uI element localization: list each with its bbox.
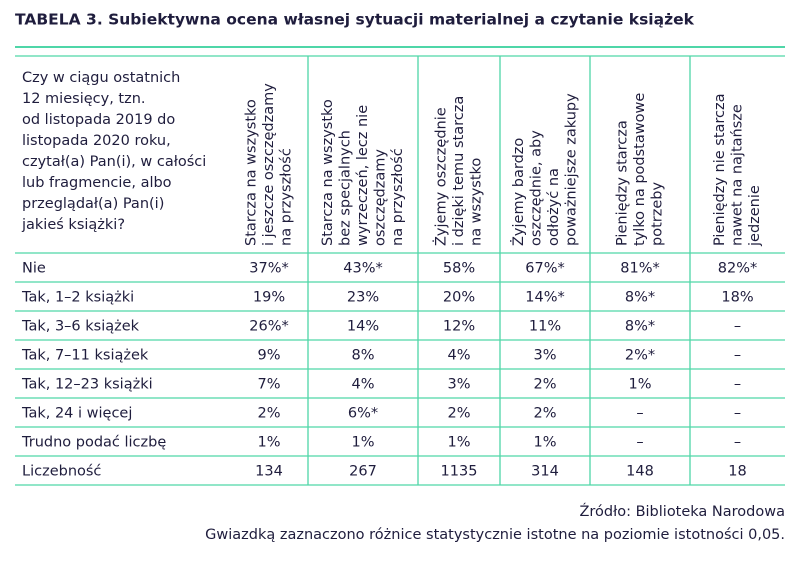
cell: 1135 [441, 464, 478, 480]
cell: 18% [721, 290, 753, 306]
question-line: czytał(a) Pan(i), w całości [22, 154, 206, 170]
cell: 67%* [525, 261, 564, 277]
column-header: i jeszcze oszczędzamy [261, 83, 277, 246]
column-header: na wszystko [469, 158, 485, 246]
column-header: nawet na najtańsze [730, 104, 746, 246]
cell: – [636, 435, 643, 451]
question-line: Czy w ciągu ostatnich [22, 70, 180, 86]
column-header: tylko na podstawowe [632, 93, 648, 246]
column-header: potrzeby [650, 182, 666, 246]
note: Gwiazdką zaznaczono różnice statystyczni… [205, 527, 785, 543]
cell: 2% [447, 406, 470, 422]
cell: 314 [531, 464, 559, 480]
cell: 18 [728, 464, 746, 480]
row-label: Tak, 3–6 książek [21, 319, 140, 335]
cell: 23% [347, 290, 379, 306]
cell: 2%* [625, 348, 655, 364]
question-line: od listopada 2019 do [22, 112, 175, 128]
row-label: Tak, 7–11 książek [21, 348, 149, 364]
cell: 267 [349, 464, 377, 480]
cell: 7% [257, 377, 280, 393]
cell: 82%* [718, 261, 757, 277]
cell: 1% [628, 377, 651, 393]
question-line: lub fragmencie, albo [22, 175, 172, 191]
question-line: listopada 2020 roku, [22, 133, 171, 149]
column-header: bez specjalnych [338, 130, 354, 246]
question-line: jakieś książki? [21, 217, 125, 233]
cell: 37%* [249, 261, 288, 277]
cell: 43%* [343, 261, 382, 277]
cell: 2% [533, 377, 556, 393]
cell: 134 [255, 464, 283, 480]
column-header: Żyjemy bardzo [509, 138, 527, 246]
cell: – [734, 377, 741, 393]
cell: 3% [447, 377, 470, 393]
cell: 12% [443, 319, 475, 335]
column-header: i dzięki temu starcza [451, 96, 467, 246]
cell: 26%* [249, 319, 288, 335]
cell: 81%* [620, 261, 659, 277]
column-header: Pieniędzy nie starcza [712, 93, 728, 246]
cell: 3% [533, 348, 556, 364]
column-header: oszczędnie, aby [528, 130, 544, 246]
column-header: na przyszłość [279, 148, 295, 246]
column-header: odłożyć na [546, 168, 562, 246]
cell: 11% [529, 319, 561, 335]
cell: 8% [351, 348, 374, 364]
cell: 2% [257, 406, 280, 422]
cell: 2% [533, 406, 556, 422]
column-header: poważniejsze zakupy [563, 93, 579, 246]
cell: 4% [351, 377, 374, 393]
cell: 20% [443, 290, 475, 306]
cell: – [734, 435, 741, 451]
cell: 6%* [348, 406, 378, 422]
cell: – [734, 319, 741, 335]
cell: 148 [626, 464, 654, 480]
column-header: wyrzeczeń, lecz nie [355, 105, 371, 246]
cell: 9% [257, 348, 280, 364]
row-label: Tak, 1–2 książki [21, 290, 134, 306]
cell: – [734, 348, 741, 364]
cell: 1% [533, 435, 556, 451]
column-header: na przyszłość [390, 148, 406, 246]
cell: 14%* [525, 290, 564, 306]
column-header: Starcza na wszystko [320, 99, 336, 246]
cell: 8%* [625, 319, 655, 335]
cell: 1% [257, 435, 280, 451]
row-label: Nie [22, 261, 46, 277]
row-label: Tak, 24 i więcej [21, 406, 132, 422]
row-label: Tak, 12–23 książki [21, 377, 153, 393]
cell: 8%* [625, 290, 655, 306]
row-label: Liczebność [22, 464, 101, 480]
cell: 1% [351, 435, 374, 451]
column-header: Żyjemy oszczędnie [432, 107, 450, 246]
column-header: jedzenie [747, 185, 763, 247]
source: Źródło: Biblioteka Narodowa [579, 502, 785, 520]
cell: 1% [447, 435, 470, 451]
cell: 4% [447, 348, 470, 364]
column-header: Pieniędzy starcza [615, 120, 631, 246]
cell: 19% [253, 290, 285, 306]
table-title: TABELA 3. Subiektywna ocena własnej sytu… [15, 11, 695, 29]
cell: 58% [443, 261, 475, 277]
row-label: Trudno podać liczbę [21, 435, 166, 451]
question-line: przeglądał(a) Pan(i) [22, 196, 164, 212]
cell: – [734, 406, 741, 422]
cell: 14% [347, 319, 379, 335]
column-header: oszczędzamy [373, 149, 389, 246]
question-line: 12 miesięcy, tzn. [22, 91, 146, 107]
cell: – [636, 406, 643, 422]
column-header: Starcza na wszystko [244, 99, 260, 246]
